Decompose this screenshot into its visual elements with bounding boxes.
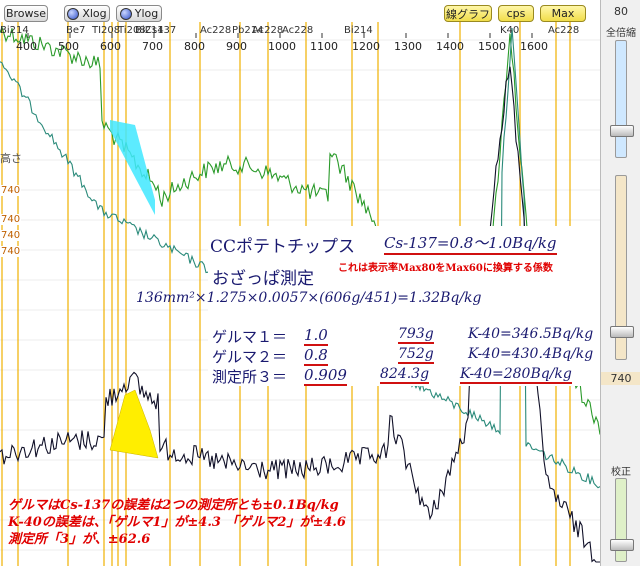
- nuclide-label: Ac228: [252, 25, 284, 36]
- y-label: 740: [0, 246, 22, 257]
- nuclide-label: Bi214: [0, 25, 29, 36]
- y-label: 740: [0, 214, 22, 225]
- zoom-label: 全倍縮: [606, 28, 636, 39]
- nuclide-label: Ac228: [548, 25, 580, 36]
- error-note: ゲルマはCs-137の誤差は2つの測定所とも±0.1Bq/kg K-40の誤差は…: [8, 497, 346, 548]
- nuclide-label: Cs137: [145, 25, 177, 36]
- level-value: 740: [601, 372, 640, 385]
- level-slider[interactable]: [610, 175, 634, 360]
- browse-button[interactable]: Browse: [4, 5, 48, 22]
- radio-icon: [67, 7, 80, 20]
- note-line: ゲルマはCs-137の誤差は2つの測定所とも±0.1Bq/kg: [8, 498, 339, 513]
- nuclide-label: Be7: [66, 25, 86, 36]
- nuclide-label: Pb214: [232, 25, 264, 36]
- annotation-title-right: Cs-137=0.8～1.0Bq/kg: [384, 232, 557, 255]
- max-label: Max: [551, 7, 575, 20]
- nuclide-label: Ac228: [282, 25, 314, 36]
- row-name: ゲルマ１＝: [212, 328, 288, 346]
- max-button[interactable]: Max: [540, 5, 586, 22]
- x-tick-label: 1100: [310, 40, 338, 53]
- cs137-peak-fill: [109, 389, 159, 459]
- row-value: 1.0: [304, 326, 328, 346]
- x-tick-label: 500: [58, 40, 79, 53]
- annotation-title-left: CCポテトチップス: [210, 237, 356, 257]
- row-mass: 793g: [398, 326, 434, 344]
- row-mass: 752g: [398, 346, 434, 364]
- x-tick-label: 600: [100, 40, 121, 53]
- line-graph-button[interactable]: 線グラフ: [444, 5, 492, 22]
- x-tick-label: 1500: [478, 40, 506, 53]
- cps-button[interactable]: cps: [498, 5, 534, 22]
- nuclide-label: Bi214: [135, 25, 164, 36]
- zoom-slider-thumb[interactable]: [610, 125, 634, 137]
- xlog-toggle[interactable]: Xlog: [64, 5, 110, 22]
- y-label: 740: [0, 185, 22, 196]
- calib-slider-thumb[interactable]: [610, 539, 634, 551]
- row-mass: 824.3g: [380, 366, 430, 384]
- green-trace: [0, 25, 600, 435]
- cs137-peak-fill: [110, 120, 155, 215]
- radio-icon: [119, 7, 132, 20]
- height-label: 高さ: [0, 152, 22, 165]
- annotation-subtitle: おざっぱ測定: [212, 269, 314, 289]
- calib-slider[interactable]: [610, 478, 634, 562]
- black-trace: [0, 66, 600, 563]
- nuclide-label: Ac228: [200, 25, 232, 36]
- spectrum-plot[interactable]: Browse Xlog Ylog 線グラフ cps Max Bi214 Be7 TI…: [0, 0, 600, 566]
- convert-note: これは表示率Max80をMax60に換算する係数: [338, 263, 553, 274]
- note-line: K-40の誤差は、「ゲルマ1」が±4.3 「ゲルマ2」が±4.6: [8, 515, 346, 530]
- cps-label: cps: [506, 7, 526, 20]
- x-tick-label: 800: [184, 40, 205, 53]
- x-tick-label: 700: [142, 40, 163, 53]
- row-value: 0.8: [304, 346, 328, 366]
- nuclide-label: TI208: [92, 25, 121, 36]
- row-k40: K-40=430.4Bq/kg: [468, 346, 594, 362]
- right-control-panel: 80 全倍縮 740 校正: [600, 0, 640, 566]
- x-tick-label: 400: [16, 40, 37, 53]
- formula: 136mm²×1.275×0.0057×(606g/451)=1.32Bq/kg: [136, 290, 482, 306]
- browse-label: Browse: [5, 7, 47, 20]
- y-label: 740: [0, 230, 22, 241]
- level-slider-thumb[interactable]: [610, 326, 634, 338]
- xlog-label: Xlog: [82, 7, 107, 20]
- x-tick-label: 1400: [436, 40, 464, 53]
- zoom-slider[interactable]: [610, 40, 634, 158]
- x-tick-label: 1600: [520, 40, 548, 53]
- row-value: 0.909: [304, 366, 347, 386]
- annotation-box: CCポテトチップス Cs-137=0.8～1.0Bq/kg おざっぱ測定 これは…: [136, 226, 600, 386]
- scale-top-value: 80: [614, 5, 628, 18]
- row-k40: K-40=280Bq/kg: [460, 366, 572, 384]
- ylog-toggle[interactable]: Ylog: [116, 5, 162, 22]
- row-name: ゲルマ２＝: [212, 348, 288, 366]
- calib-label: 校正: [611, 467, 631, 478]
- nuclide-label: Bi214: [344, 25, 373, 36]
- row-k40: K-40=346.5Bq/kg: [468, 326, 594, 342]
- x-tick-label: 1300: [394, 40, 422, 53]
- ylog-label: Ylog: [134, 7, 159, 20]
- x-tick-label: 1200: [352, 40, 380, 53]
- line-graph-label: 線グラフ: [446, 7, 490, 21]
- nuclide-label: K40: [500, 25, 520, 36]
- row-name: 測定所３＝: [212, 368, 288, 386]
- x-tick-label: 900: [226, 40, 247, 53]
- note-line: 測定所「3」が、±62.6: [8, 532, 151, 547]
- x-tick-label: 1000: [268, 40, 296, 53]
- nuclide-label: Ti208: [118, 25, 146, 36]
